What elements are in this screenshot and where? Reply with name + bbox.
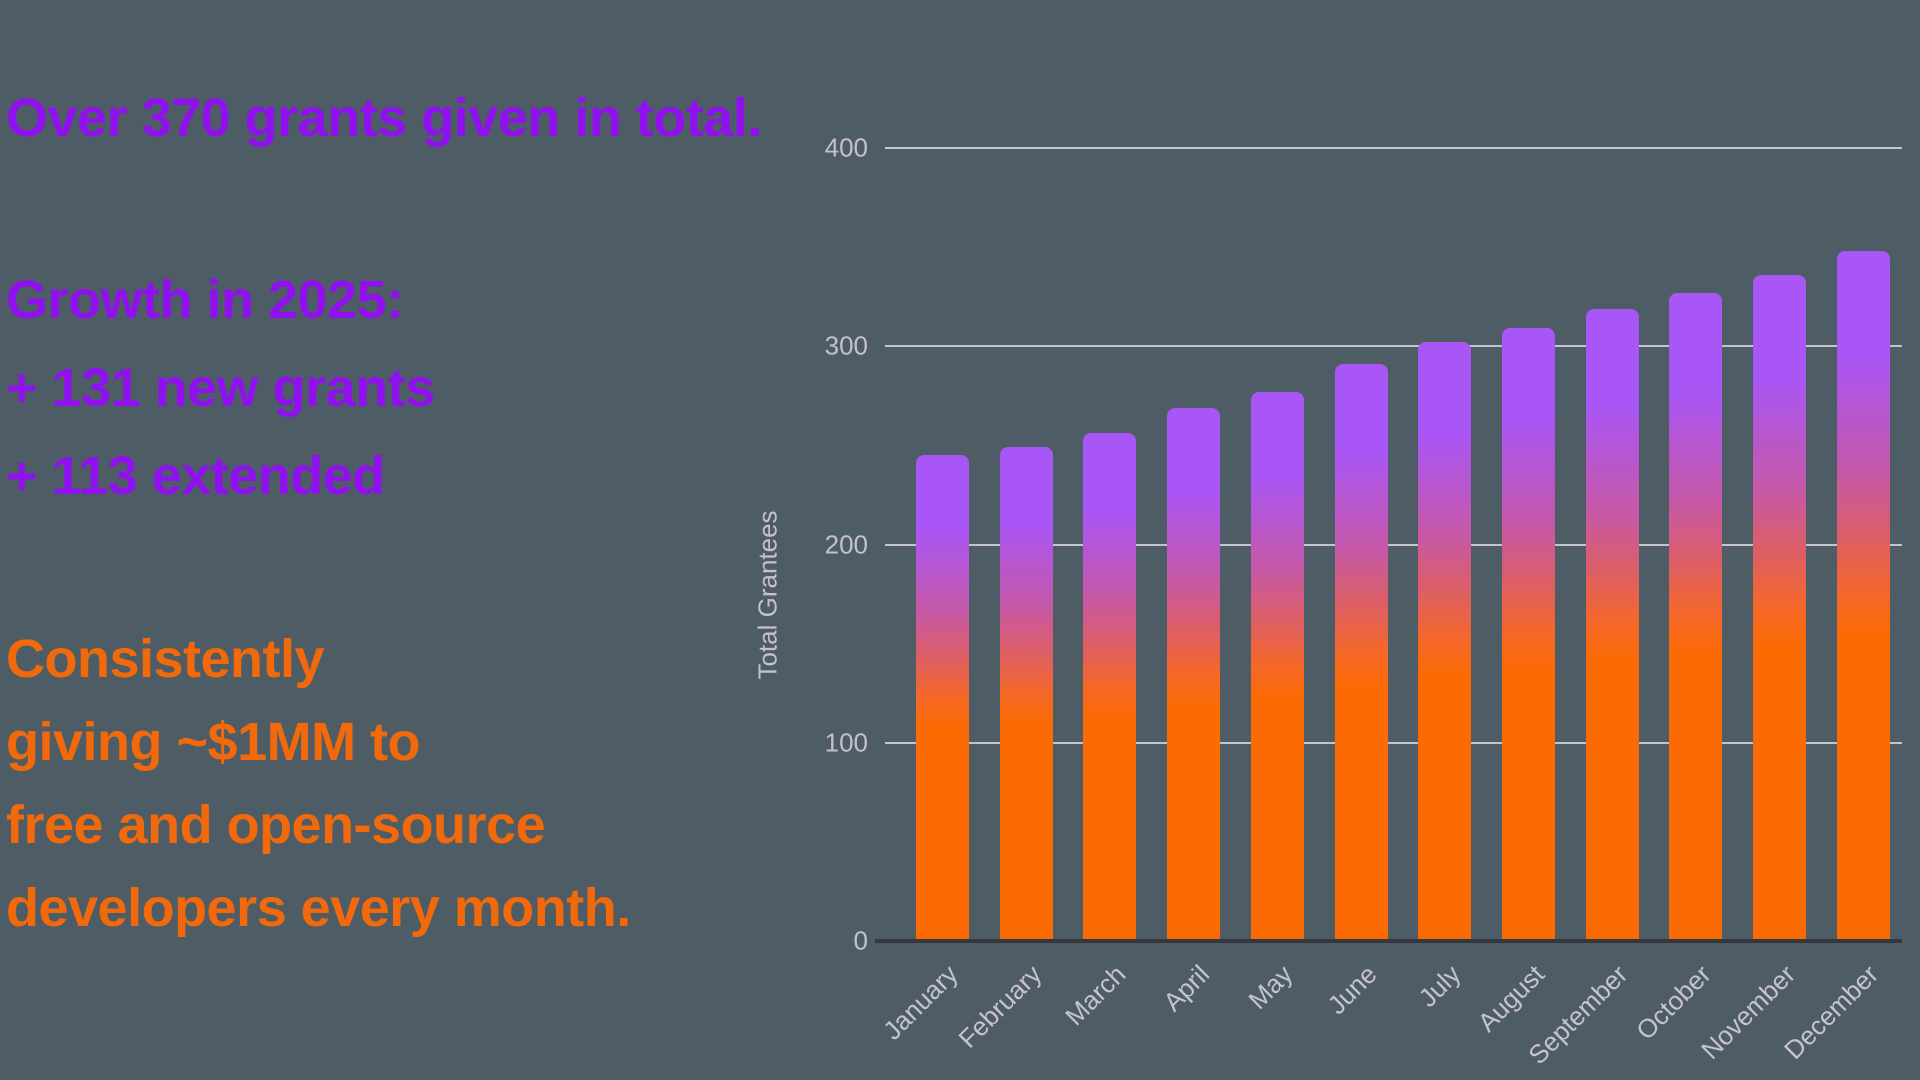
growth-extended: + 113 extended <box>6 446 385 506</box>
x-tick-label-august: August <box>1471 959 1550 1038</box>
bar-july: July <box>1412 342 1472 1013</box>
bar-april: April <box>1157 407 1221 1017</box>
y-tick-label-300: 300 <box>824 330 868 361</box>
plot-area: 0 100 200 300 400 January February March April Ma… <box>825 133 1902 1070</box>
growth-title: Growth in 2025: <box>6 270 404 330</box>
x-tick-label-january: January <box>877 959 964 1046</box>
x-tick-label-april: April <box>1156 959 1215 1017</box>
x-tick-label-february: February <box>952 959 1048 1054</box>
giving-line-3: free and open-source <box>6 795 546 855</box>
gridline-300 <box>885 345 1902 348</box>
growth-stats: Growth in 2025: + 131 new grants + 113 e… <box>6 256 435 520</box>
bar-june: June <box>1321 364 1388 1020</box>
bar-august: August <box>1471 328 1556 1037</box>
y-tick-label-0: 0 <box>853 925 868 956</box>
bar-january: January <box>877 455 969 1046</box>
giving-line-2: giving ~$1MM to <box>6 712 421 772</box>
y-axis-title: Total Grantees <box>752 510 783 680</box>
gridline-400 <box>885 147 1902 149</box>
growth-new-grants: + 131 new grants <box>6 358 435 418</box>
y-tick-label-200: 200 <box>824 529 868 559</box>
x-axis-line <box>875 939 1902 943</box>
headline-text: Over 370 grants given in total. <box>6 88 762 148</box>
x-tick-label-july: July <box>1412 959 1467 1013</box>
giving-stats: Consistently giving ~$1MM to free and op… <box>6 618 631 950</box>
bar-may: May <box>1243 391 1304 1015</box>
y-tick-label-100: 100 <box>824 727 868 758</box>
bar-february: February <box>953 447 1053 1054</box>
bar-november: November <box>1695 274 1807 1065</box>
x-tick-label-june: June <box>1321 959 1383 1021</box>
y-tick-label-400: 400 <box>824 132 868 163</box>
x-tick-label-may: May <box>1242 959 1299 1015</box>
bar-october: October <box>1631 292 1723 1046</box>
headline-total-grants: Over 370 grants given in total. <box>6 85 762 151</box>
giving-line-4: developers every month. <box>6 878 631 938</box>
bar-september: September <box>1522 308 1639 1070</box>
bar-december: December <box>1779 251 1890 1065</box>
bars-row: January February March April May June July Augu… <box>877 148 1890 1070</box>
bar-march: March <box>1059 433 1137 1031</box>
x-tick-label-march: March <box>1058 959 1132 1032</box>
giving-line-1: Consistently <box>6 629 325 689</box>
gridline-200 <box>885 543 1902 546</box>
gridline-100 <box>885 741 1902 744</box>
